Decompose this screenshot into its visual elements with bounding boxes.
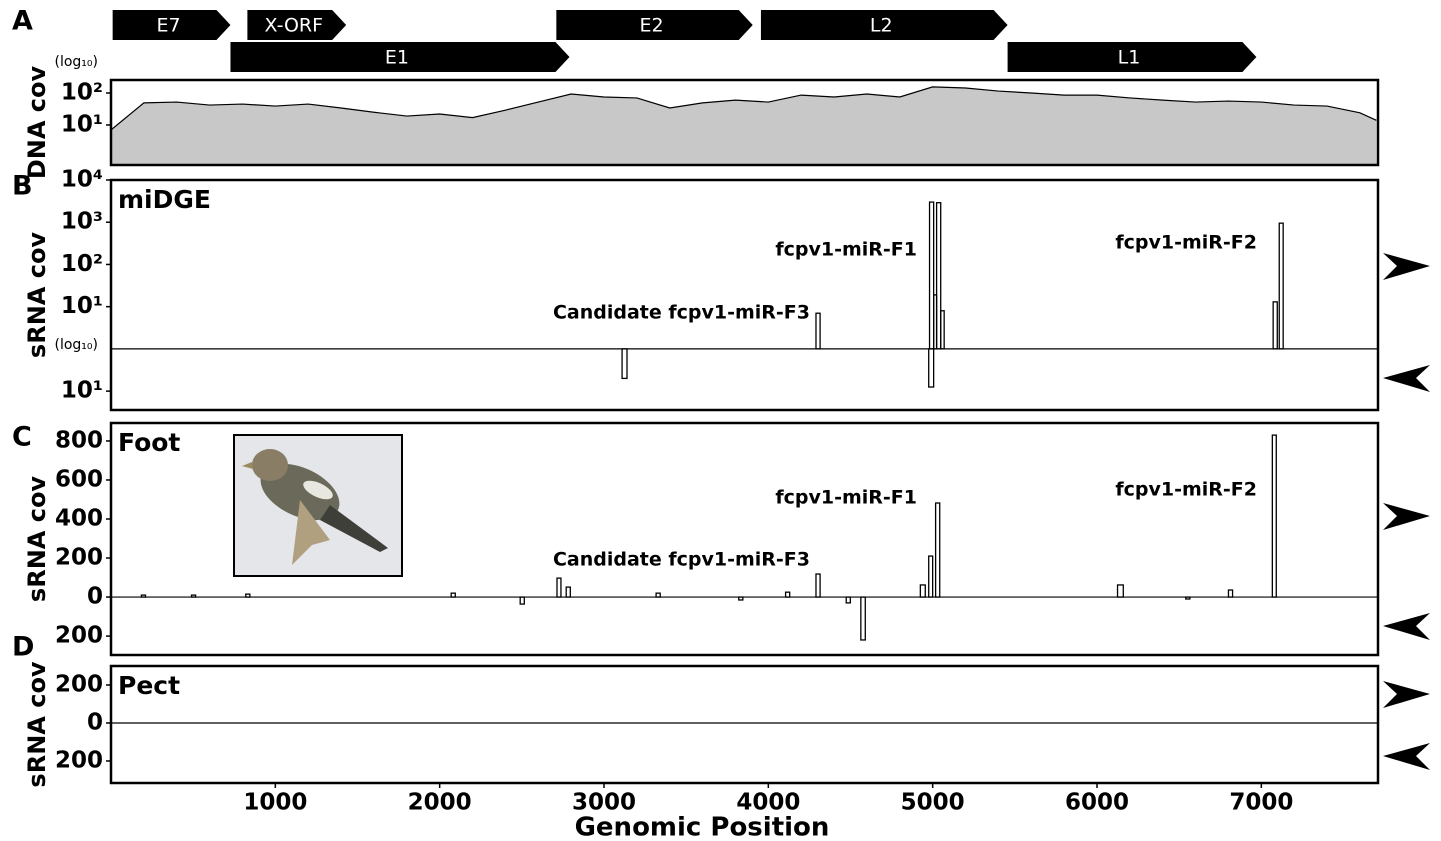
gene-arrow — [760, 10, 1008, 40]
panel-frame — [109, 78, 1380, 167]
y-tick-label: 10¹ — [61, 293, 103, 319]
annotation: fcpv1-miR-F1 — [775, 239, 917, 261]
panel-frame — [109, 178, 1380, 412]
y-tick-label: 200 — [55, 623, 103, 649]
annotation: Candidate fcpv1-miR-F3 — [553, 302, 810, 324]
coverage-bar — [934, 502, 941, 598]
coverage-area — [111, 86, 1377, 165]
scale-note: (log₁₀) — [55, 337, 99, 353]
annotation: Candidate fcpv1-miR-F3 — [553, 549, 810, 571]
panel-letter: C — [12, 422, 32, 453]
coverage-bar — [1271, 434, 1277, 598]
y-tick-label: 200 — [55, 747, 103, 773]
panel-frame — [109, 664, 1380, 785]
y-axis-label: DNA cov — [23, 65, 51, 179]
coverage-bar — [935, 202, 942, 350]
y-axis-label: sRNA cov — [23, 661, 51, 787]
coverage-bar — [1272, 301, 1278, 350]
coverage-bar — [450, 592, 456, 598]
x-tick-label: 5000 — [901, 790, 965, 816]
coverage-bar — [1227, 589, 1234, 598]
coverage-bar — [245, 593, 251, 598]
y-tick-label: 0 — [87, 584, 103, 610]
y-tick-label: 800 — [55, 427, 103, 453]
coverage-bar — [655, 592, 661, 598]
coverage-bar — [919, 584, 926, 598]
y-tick-label: 200 — [55, 671, 103, 697]
annotation: fcpv1-miR-F2 — [1115, 479, 1257, 501]
gene-label: L1 — [1118, 47, 1141, 69]
coverage-bar — [1116, 584, 1124, 598]
gene-label: E7 — [157, 15, 181, 37]
x-tick-label: 2000 — [408, 790, 472, 816]
coverage-bar — [1278, 222, 1284, 350]
gene-arrow — [112, 10, 231, 40]
coverage-bar — [928, 348, 935, 388]
coverage-bar — [1185, 596, 1191, 600]
y-axis-label: sRNA cov — [23, 232, 51, 358]
panel-letter: A — [12, 6, 33, 37]
photo-inset — [233, 434, 403, 577]
coverage-bar — [621, 348, 628, 380]
gene-label: E1 — [385, 47, 409, 69]
x-tick-label: 6000 — [1065, 790, 1129, 816]
gene-arrow — [247, 10, 347, 40]
coverage-bar — [928, 555, 934, 598]
annotation: fcpv1-miR-F2 — [1115, 232, 1257, 254]
coverage-bar — [565, 586, 571, 598]
coverage-bar — [556, 577, 562, 598]
coverage-bar — [845, 596, 851, 604]
x-tick-label: 3000 — [572, 790, 636, 816]
coverage-bar — [190, 594, 197, 598]
coverage-bar — [815, 312, 821, 350]
y-tick-label: 10⁴ — [61, 167, 103, 193]
panel-title: Foot — [118, 428, 180, 457]
y-tick-label: 10¹ — [61, 378, 103, 404]
x-tick-label: 7000 — [1229, 790, 1293, 816]
y-tick-label: 600 — [55, 466, 103, 492]
panel-title: Pect — [118, 671, 180, 700]
x-tick-label: 1000 — [243, 790, 307, 816]
y-tick-label: 10¹ — [61, 111, 103, 137]
gene-arrow — [556, 10, 753, 40]
y-tick-label: 10² — [61, 251, 103, 277]
y-tick-label: 400 — [55, 506, 103, 532]
coverage-bar — [140, 594, 147, 598]
coverage-bar — [519, 596, 525, 605]
gene-arrow — [1007, 42, 1257, 72]
gene-arrow — [230, 42, 570, 72]
y-tick-label: 0 — [87, 709, 103, 735]
panel-letter: D — [12, 632, 34, 663]
coverage-bar — [815, 573, 821, 598]
y-tick-label: 10³ — [61, 209, 103, 235]
annotation: fcpv1-miR-F1 — [775, 487, 917, 509]
panel-frame — [109, 421, 1380, 657]
panel-title: miDGE — [118, 185, 211, 214]
coverage-bar — [860, 596, 866, 641]
y-tick-label: 200 — [55, 545, 103, 571]
coverage-bar — [940, 310, 945, 350]
coverage-line — [110, 86, 1377, 131]
gene-label: L2 — [870, 15, 893, 37]
panel-letter: B — [12, 171, 33, 202]
scale-note: (log₁₀) — [55, 54, 99, 70]
x-tick-label: 4000 — [736, 790, 800, 816]
coverage-bar — [784, 591, 791, 598]
x-axis-label: Genomic Position — [575, 813, 830, 841]
y-axis-label: sRNA cov — [23, 476, 51, 602]
gene-label: E2 — [639, 15, 663, 37]
strand-arrows — [1383, 253, 1430, 770]
gene-label: X-ORF — [265, 15, 324, 37]
y-tick-label: 10² — [61, 79, 103, 105]
coverage-bar — [738, 596, 744, 601]
